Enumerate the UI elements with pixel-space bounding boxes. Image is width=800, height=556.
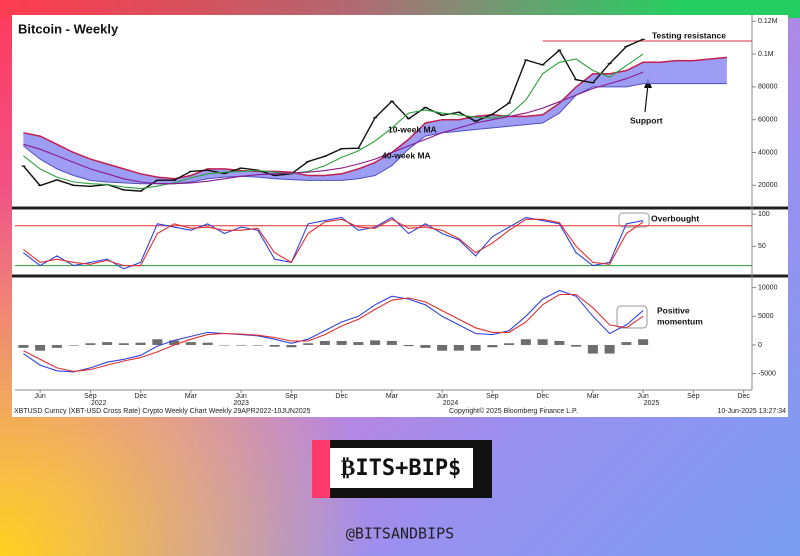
histogram-bar (638, 339, 649, 345)
x-year-label: 2023 (233, 400, 249, 407)
histogram-bar (554, 340, 565, 345)
histogram-bar (520, 339, 531, 345)
cloud-lower (23, 83, 727, 185)
histogram-bar (135, 342, 146, 345)
histogram-bar (202, 342, 213, 345)
histogram-bar (470, 344, 481, 351)
y-tick-label: 0.12M (758, 18, 778, 25)
histogram-bar (269, 344, 280, 347)
histogram-bar (453, 344, 464, 351)
histogram-bar (571, 344, 582, 347)
series-line (23, 53, 644, 190)
histogram-bar (604, 344, 615, 354)
x-tick-label: Sep (687, 393, 700, 400)
y-tick-label: 0 (758, 342, 762, 349)
x-tick-label: Dec (134, 393, 147, 400)
histogram-bar (286, 344, 297, 348)
series-line (23, 293, 644, 372)
brand-logo: ₿ITS+BIP$ (341, 456, 462, 481)
histogram-bar (51, 344, 62, 348)
footer-center: Copyright© 2025 Bloomberg Finance L.P. (449, 407, 578, 415)
chart-title: Bitcoin - Weekly (18, 21, 119, 36)
histogram-bar (85, 343, 96, 345)
series-line (23, 218, 644, 267)
x-tick-label: Sep (84, 393, 97, 400)
x-year-label: 2024 (443, 400, 459, 407)
y-tick-label: 20000 (758, 182, 778, 189)
x-tick-label: Mar (587, 393, 600, 400)
histogram-bar (102, 342, 113, 345)
histogram-bar (587, 344, 598, 354)
x-tick-label: Sep (486, 393, 499, 400)
histogram-bar (68, 344, 79, 346)
footer-right: 10-Jun-2025 13:27:34 (718, 408, 787, 415)
histogram-bar (537, 339, 548, 345)
x-tick-label: Sep (285, 393, 298, 400)
histogram-bar (621, 342, 632, 345)
y-tick-label: 60000 (758, 117, 778, 124)
annotation: Support (630, 115, 663, 125)
annotation: Positive (657, 305, 690, 315)
histogram-bar (35, 344, 46, 351)
ma-label: 10-week MA (388, 124, 437, 134)
annotation-arrow (644, 83, 649, 113)
ma-label: 40-week MA (382, 150, 431, 160)
x-year-label: 2025 (644, 400, 660, 407)
annotation-box (618, 212, 650, 228)
histogram-bar (252, 344, 263, 346)
histogram-bar (420, 344, 431, 348)
histogram-bar (403, 344, 414, 347)
series-line (23, 289, 644, 373)
annotation: momentum (657, 316, 703, 326)
y-tick-label: 0.1M (758, 51, 774, 58)
histogram-bar (169, 340, 180, 345)
ichimoku-cloud (23, 57, 727, 184)
cloud-upper (23, 56, 727, 180)
histogram-bar (219, 344, 230, 346)
histogram-bar (118, 343, 129, 345)
series-line (23, 71, 644, 185)
histogram-bar (386, 340, 397, 345)
x-tick-label: Jun (34, 393, 45, 400)
x-tick-label: Dec (335, 393, 348, 400)
brand-inner (330, 448, 473, 488)
histogram-bar (487, 344, 498, 348)
footer-left: XBTUSD Curncy (XBT-USD Cross Rate) Crypt… (14, 408, 311, 415)
x-tick-label: Mar (386, 393, 399, 400)
x-tick-label: Dec (737, 393, 750, 400)
histogram-bar (370, 340, 381, 345)
annotation-box (616, 305, 648, 329)
brand-stripe (312, 440, 330, 498)
y-tick-label: 10000 (758, 284, 778, 291)
annotation: Testing resistance (652, 30, 726, 40)
histogram-bar (18, 344, 29, 348)
x-tick-label: Jun (235, 393, 246, 400)
histogram-bar (303, 343, 314, 345)
y-tick-label: 80000 (758, 84, 778, 91)
histogram-bar (236, 344, 247, 346)
histogram-bar (353, 342, 364, 345)
y-tick-label: 40000 (758, 149, 778, 156)
histogram-bar (319, 340, 330, 345)
x-tick-label: Mar (185, 393, 198, 400)
y-tick-label: -5000 (758, 371, 776, 378)
annotation: Overbought (651, 213, 699, 223)
series-line (22, 38, 644, 192)
x-tick-label: Jun (637, 393, 648, 400)
histogram-bar (152, 339, 163, 345)
histogram-bar (437, 344, 448, 351)
y-tick-label: 5000 (758, 313, 774, 320)
histogram-bar (504, 343, 515, 345)
x-tick-label: Jun (436, 393, 447, 400)
y-tick-label: 100 (758, 211, 770, 218)
histogram-bar (336, 340, 347, 345)
series-line (23, 216, 644, 270)
brand-handle: @BITSANDBIPS (346, 525, 454, 543)
x-year-label: 2022 (91, 400, 107, 407)
x-tick-label: Dec (536, 393, 549, 400)
y-tick-label: 50 (758, 243, 766, 250)
histogram-bar (185, 342, 196, 345)
